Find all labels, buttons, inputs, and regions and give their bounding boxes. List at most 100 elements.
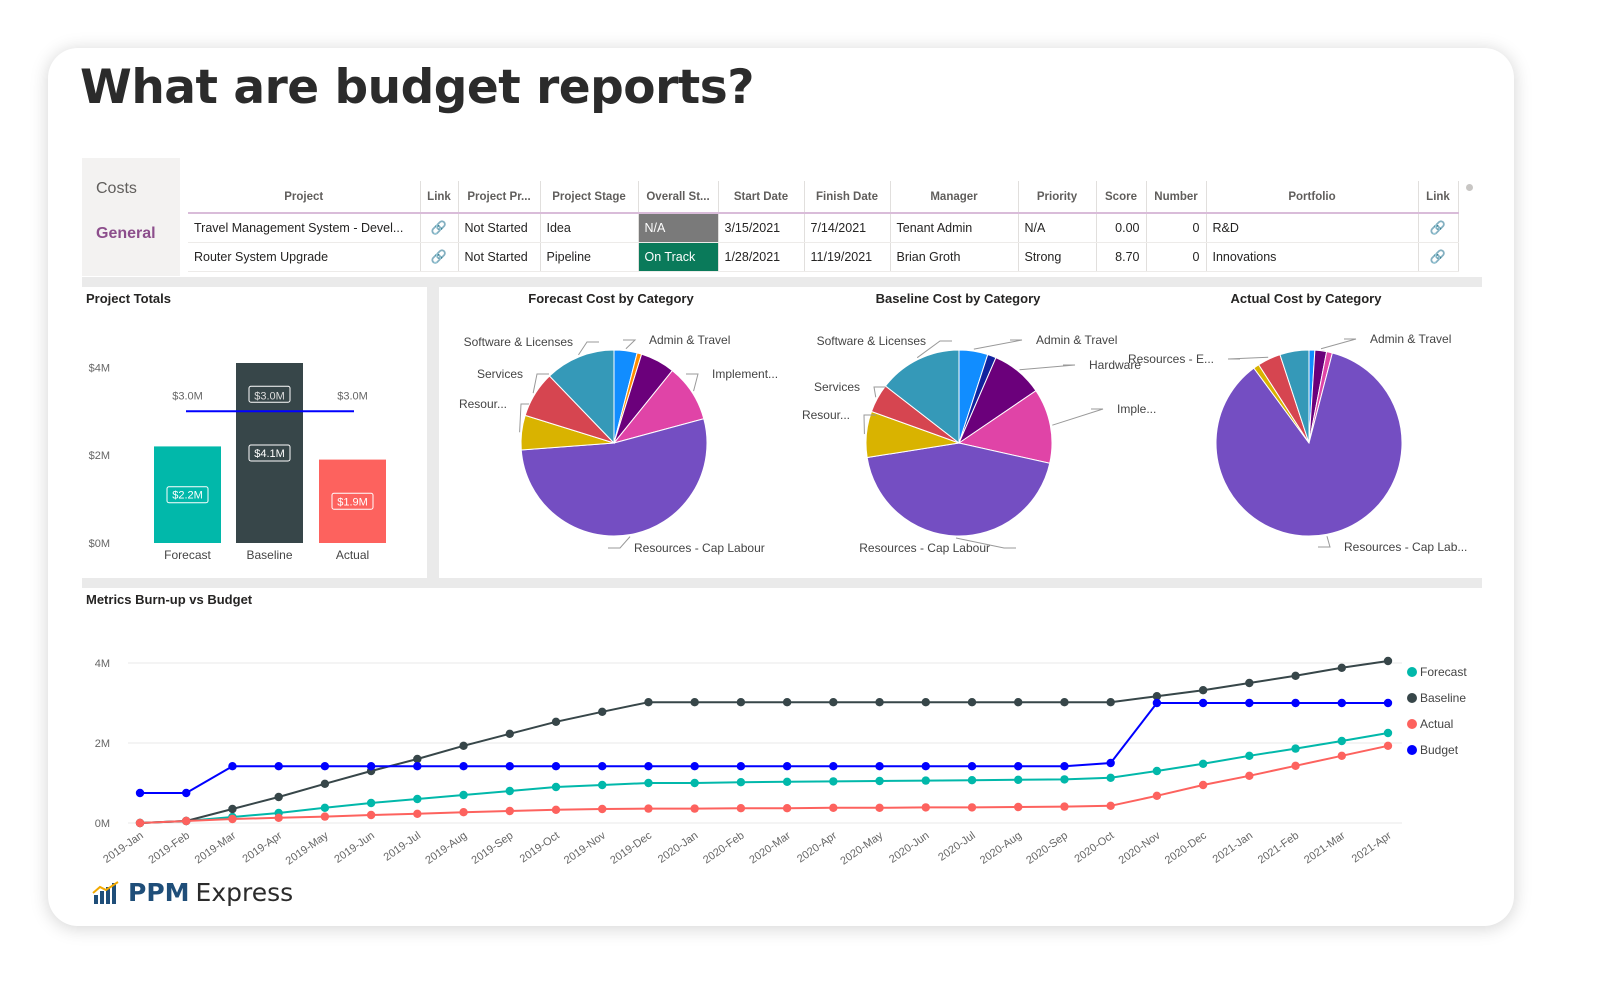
data-point [1106,698,1115,707]
slice-label: Hardware [1089,358,1141,372]
data-point [1291,671,1300,680]
x-tick-label: 2020-Jun [887,830,931,866]
divider [427,287,439,580]
data-point [320,779,330,788]
pie-slice [1279,349,1310,444]
series-line-forecast [139,732,1389,824]
data-point [1014,698,1023,707]
data-point [967,776,977,785]
data-point [921,762,930,771]
x-tick-label: 2019-Apr [240,829,284,865]
legend-marker [1407,745,1417,755]
column-header[interactable]: Score [1096,181,1147,214]
projects-table: Project Link Project Pr... Project Stage… [188,181,1459,272]
x-tick-label: Baseline [246,548,292,562]
x-tick-label: 2021-Jan [1211,830,1255,866]
x-tick-label: 2019-Jul [382,830,423,864]
data-point [1106,801,1115,810]
column-header[interactable]: Start Date [718,181,805,214]
cell: 8.70 [1096,242,1147,272]
x-tick-label: Actual [336,548,369,562]
data-point [1152,791,1162,800]
table-row[interactable]: Travel Management System - Devel... 🔗 No… [188,213,1459,243]
x-tick-label: 2019-Jun [332,830,376,866]
slice-label: Resources - Cap Labour [859,541,990,555]
data-point [644,698,653,707]
data-point [459,741,468,750]
link-icon[interactable]: 🔗 [420,213,459,243]
data-point [1152,766,1162,776]
data-point [459,808,468,817]
data-point [875,762,884,771]
link-icon[interactable]: 🔗 [1418,213,1459,243]
column-header[interactable]: Portfolio [1206,181,1419,214]
cell: R&D [1206,213,1419,243]
project-name-cell[interactable]: Router System Upgrade [188,242,421,272]
baseline-pie-chart: Baseline Cost by Category Admin & Travel… [802,291,1156,555]
data-point [1383,741,1393,750]
data-point [228,762,237,771]
link-icon[interactable]: 🔗 [420,242,459,272]
leader-line [1318,536,1331,548]
data-point [736,804,746,813]
legend-marker [1407,693,1417,703]
column-header[interactable]: Manager [890,181,1019,214]
data-point [551,782,561,792]
column-header[interactable]: Project Stage [540,181,639,214]
data-point [967,762,977,771]
column-header[interactable]: Number [1146,181,1207,214]
data-point [274,813,283,822]
column-header[interactable]: Priority [1018,181,1097,214]
cell: Innovations [1206,242,1419,272]
tab-costs[interactable]: Costs [96,180,137,197]
data-point [1060,762,1069,771]
x-tick-label: 2020-Jan [656,830,700,866]
scroll-indicator[interactable] [1466,184,1473,191]
data-point [1337,736,1346,746]
leader-line [1320,338,1357,350]
column-header[interactable]: Project [188,181,421,214]
data-point [1291,698,1300,708]
column-header[interactable]: Project Pr... [458,181,541,214]
column-header[interactable]: Overall St... [638,181,719,214]
data-point [644,804,653,813]
data-point [598,804,607,814]
brand-name-bold: PPM [128,878,190,907]
data-point [829,803,838,812]
tab-sidebar [82,158,180,276]
data-point [320,803,330,812]
x-tick-label: 2020-Jul [936,830,977,864]
x-tick-label: Forecast [164,548,211,562]
data-point [736,778,746,787]
data-point [921,698,930,707]
column-header[interactable]: Finish Date [804,181,891,214]
slice-label: Implement... [712,367,778,381]
data-point [598,780,607,790]
data-point [1383,656,1393,666]
x-tick-label: 2021-Apr [1350,829,1394,865]
link-icon[interactable]: 🔗 [1418,242,1459,272]
data-point [274,792,283,802]
y-tick-label: 0M [95,818,110,830]
data-point [1060,802,1069,811]
slice-label: Software & Licenses [817,334,926,348]
data-point [644,762,653,771]
data-point [736,762,746,771]
data-point [1383,728,1393,738]
leader-line [955,537,1016,549]
x-tick-label: 2019-Sep [470,830,516,867]
project-name-cell[interactable]: Travel Management System - Devel... [188,213,421,243]
x-tick-label: 2020-Nov [1117,829,1163,866]
data-point [320,762,330,771]
column-header[interactable]: Link [1418,181,1459,214]
slice-label: Resour... [802,408,850,422]
leader-line [873,386,886,398]
data-point [135,818,145,828]
table-row[interactable]: Router System Upgrade 🔗 Not Started Pipe… [188,242,1459,272]
tab-general[interactable]: General [96,225,156,242]
budget-label-box [248,385,291,403]
table-header-row: Project Link Project Pr... Project Stage… [188,181,1459,214]
cell: 0 [1146,213,1207,243]
column-header[interactable]: Link [420,181,459,214]
x-tick-label: 2020-Mar [747,829,793,866]
